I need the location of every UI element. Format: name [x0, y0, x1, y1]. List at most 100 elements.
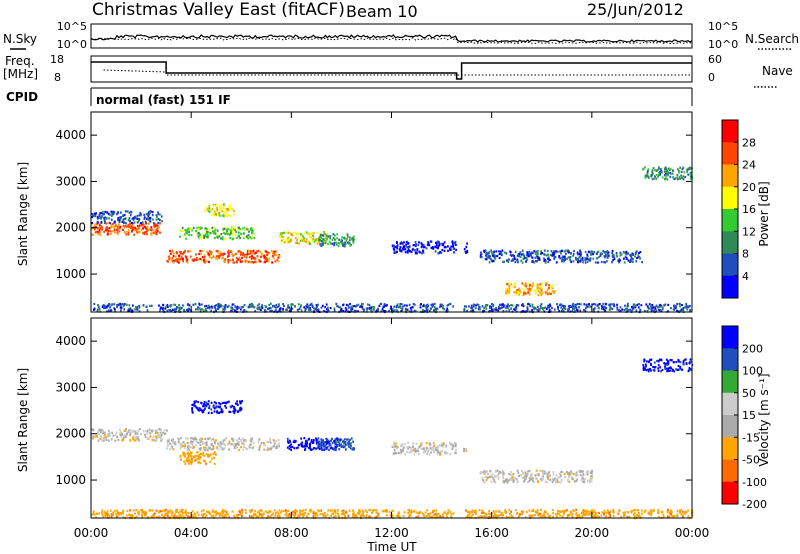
velocity-cell — [371, 511, 373, 515]
velocity-cell — [205, 452, 208, 456]
y-tick-label: 4000 — [55, 128, 86, 142]
velocity-colorbar-swatch — [722, 437, 738, 460]
velocity-cell — [414, 449, 417, 452]
power-cell — [551, 254, 554, 257]
power-cell — [646, 174, 649, 177]
power-cell — [214, 232, 217, 235]
power-cell — [636, 303, 639, 306]
power-cell — [222, 230, 225, 233]
power-cell — [314, 238, 317, 242]
velocity-cell — [334, 438, 337, 441]
velocity-cell — [664, 367, 667, 370]
power-cell — [449, 302, 452, 305]
power-cell — [542, 307, 545, 310]
power-cell — [156, 224, 159, 227]
velocity-cell — [231, 404, 234, 408]
power-cell — [266, 251, 269, 254]
velocity-cell — [417, 449, 419, 453]
power-cell — [611, 255, 614, 258]
power-cell — [544, 260, 547, 263]
power-cell — [469, 310, 472, 313]
velocity-cell — [539, 513, 542, 516]
velocity-cell — [508, 508, 511, 511]
power-cell — [205, 206, 208, 209]
power-cell — [237, 228, 240, 232]
power-cell — [604, 254, 607, 257]
power-cell — [97, 230, 100, 234]
velocity-cell — [468, 516, 471, 519]
velocity-cell — [582, 477, 584, 480]
power-cell — [637, 254, 640, 257]
velocity-cell — [154, 430, 157, 433]
velocity-cell — [563, 509, 566, 512]
power-cell — [214, 257, 217, 260]
velocity-cell — [548, 478, 551, 481]
power-cell — [94, 214, 97, 218]
power-cell — [404, 251, 407, 254]
power-cell — [567, 251, 570, 254]
velocity-cell — [558, 510, 561, 513]
power-cell — [219, 208, 221, 211]
power-cell — [492, 304, 495, 307]
power-cell — [599, 254, 602, 257]
velocity-cell — [316, 447, 319, 450]
power-cell — [549, 253, 552, 256]
power-cell — [246, 228, 249, 231]
velocity-cell — [365, 516, 368, 519]
velocity-cell — [302, 512, 305, 515]
velocity-cell — [527, 481, 529, 484]
power-cell — [231, 253, 233, 256]
power-cell — [172, 255, 175, 258]
power-cell — [489, 305, 491, 308]
power-cell — [593, 307, 596, 310]
velocity-cell — [256, 511, 259, 514]
velocity-cell — [232, 443, 235, 446]
power-cell — [205, 307, 207, 310]
velocity-cell — [105, 512, 108, 515]
velocity-cell — [216, 446, 218, 449]
power-cell — [619, 251, 622, 254]
velocity-cell — [202, 513, 205, 516]
power-cell — [142, 231, 145, 234]
power-cell — [320, 244, 323, 247]
power-cell — [211, 226, 214, 229]
velocity-cell — [179, 456, 182, 459]
velocity-cell — [180, 458, 182, 462]
velocity-cell — [210, 439, 213, 442]
velocity-cell — [98, 433, 101, 436]
power-cell — [371, 306, 374, 309]
power-cell — [107, 309, 110, 312]
power-cell — [123, 221, 126, 224]
power-cell — [435, 309, 438, 312]
power-cell — [196, 226, 199, 229]
velocity-cell — [393, 442, 396, 445]
power-cell — [466, 242, 468, 245]
velocity-cell — [205, 444, 208, 447]
velocity-cell — [196, 511, 199, 514]
velocity-cell — [140, 509, 142, 512]
velocity-cell — [402, 446, 405, 450]
velocity-cell — [236, 400, 239, 403]
velocity-cell — [345, 438, 348, 441]
power-cell — [169, 305, 172, 308]
velocity-cell — [128, 430, 131, 433]
velocity-cell — [171, 439, 173, 442]
power-cell — [421, 244, 424, 247]
power-cell — [124, 210, 127, 213]
velocity-cell — [202, 446, 205, 449]
power-cell — [244, 259, 247, 262]
power-cell — [213, 230, 216, 233]
power-cell — [409, 307, 412, 310]
velocity-cell — [684, 512, 687, 515]
power-cell — [157, 218, 160, 221]
power-cell — [350, 310, 353, 313]
velocity-cell — [358, 512, 361, 515]
velocity-cell — [447, 509, 450, 512]
power-cell — [652, 177, 655, 180]
power-cell — [503, 304, 506, 307]
power-cell — [529, 305, 532, 308]
velocity-cell — [300, 510, 303, 513]
velocity-cell — [212, 445, 215, 448]
power-cell — [569, 252, 572, 255]
power-cell — [497, 308, 500, 311]
